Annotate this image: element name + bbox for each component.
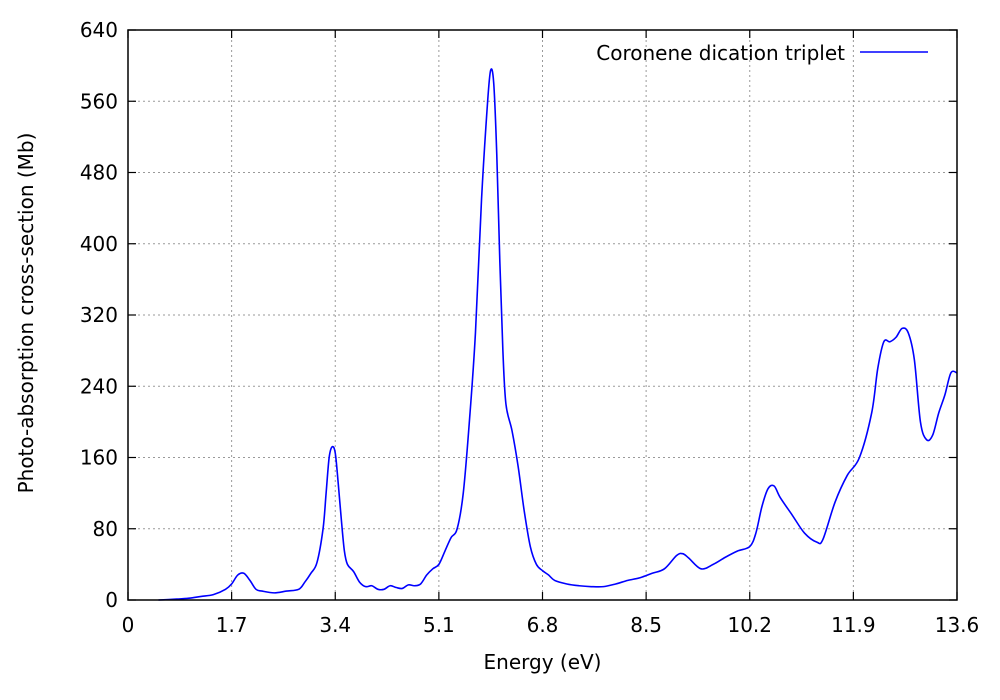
legend-label: Coronene dication triplet <box>596 41 845 65</box>
y-axis-title: Photo-absorption cross-section (Mb) <box>14 133 38 494</box>
x-tick-label: 5.1 <box>423 613 455 637</box>
x-tick-label: 1.7 <box>216 613 248 637</box>
x-tick-label: 6.8 <box>527 613 559 637</box>
x-tick-label: 8.5 <box>630 613 662 637</box>
tick-labels: 0 1.7 3.4 5.1 6.8 8.5 10.2 11.9 13.6 0 80 160 240 320… <box>80 18 979 637</box>
y-tick-label: 0 <box>105 588 118 612</box>
legend: Coronene dication triplet <box>596 41 928 65</box>
y-tick-label: 480 <box>80 161 118 185</box>
y-tick-label: 640 <box>80 18 118 42</box>
x-tick-label: 11.9 <box>831 613 876 637</box>
plot-area <box>158 68 958 601</box>
x-axis-title: Energy (eV) <box>484 650 602 674</box>
y-tick-label: 400 <box>80 232 118 256</box>
y-tick-label: 240 <box>80 374 118 398</box>
y-tick-label: 80 <box>93 517 118 541</box>
y-tick-label: 320 <box>80 303 118 327</box>
grid <box>128 30 957 600</box>
series-line <box>158 68 958 601</box>
y-tick-label: 160 <box>80 446 118 470</box>
x-tick-label: 0 <box>122 613 135 637</box>
x-tick-label: 13.6 <box>935 613 980 637</box>
y-tick-label: 560 <box>80 89 118 113</box>
x-tick-label: 10.2 <box>727 613 772 637</box>
plot-frame <box>127 29 958 601</box>
x-tick-label: 3.4 <box>319 613 351 637</box>
